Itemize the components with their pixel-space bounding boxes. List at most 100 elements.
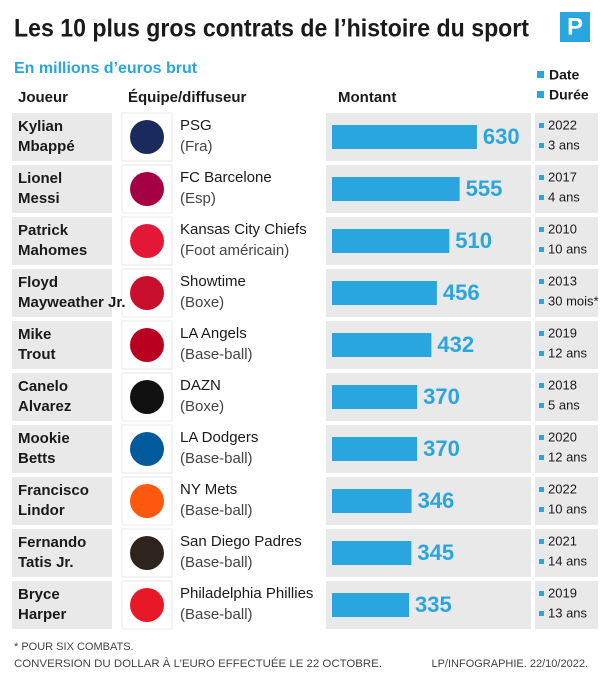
player-name: Patrick [18,222,69,239]
row-bg [12,269,112,317]
player-name: Francisco [18,482,89,499]
team-detail: (Boxe) [180,294,224,311]
duration-marker [539,195,544,200]
team-detail: (Base-ball) [180,346,253,363]
player-name: Bryce [18,586,60,603]
date-marker [539,383,544,388]
date: 2019 [548,585,577,600]
player-name: Messi [18,190,60,207]
date: 2017 [548,169,577,184]
team-logo [130,172,164,206]
legend-swatch [537,71,544,78]
credit: LP/INFOGRAPHIE. 22/10/2022. [431,658,588,670]
row-bg [12,321,112,369]
row-bg [12,217,112,265]
legend-label: Date [549,67,580,83]
team-detail: (Base-ball) [180,502,253,519]
duration-marker [539,559,544,564]
duration: 14 ans [548,553,588,568]
date-marker [539,279,544,284]
column-header: Montant [338,89,396,106]
duration-marker [539,247,544,252]
column-header: Équipe/diffuseur [128,89,247,106]
row-bg [535,269,598,317]
team-logo [130,328,164,362]
bar [332,541,412,565]
date: 2010 [548,221,577,236]
duration-marker [539,351,544,356]
value-label: 630 [483,124,520,149]
value-label: 335 [415,592,452,617]
row-bg [535,425,598,473]
team-name: LA Dodgers [180,429,258,446]
team-name: FC Barcelone [180,169,272,186]
duration-marker [539,611,544,616]
team-logo [130,536,164,570]
team-detail: (Base-ball) [180,606,253,623]
value-label: 370 [423,384,460,409]
footnote: * POUR SIX COMBATS. [14,641,134,653]
date-marker [539,435,544,440]
date: 2022 [548,481,577,496]
duration: 12 ans [548,345,588,360]
date-marker [539,539,544,544]
player-name: Betts [18,450,56,467]
player-name: Lindor [18,502,65,519]
bar [332,593,410,617]
duration: 5 ans [548,397,580,412]
row-bg [535,373,598,421]
bar [332,281,437,305]
player-name: Trout [18,346,56,363]
row-bg [535,165,598,213]
player-name: Alvarez [18,398,71,415]
logo-box [560,12,590,42]
bar [332,489,412,513]
date-marker [539,331,544,336]
duration-marker [539,143,544,148]
team-logo [130,120,164,154]
team-name: DAZN [180,377,221,394]
team-name: PSG [180,117,212,134]
footnote: CONVERSION DU DOLLAR À L’EURO EFFECTUÉE … [14,657,382,670]
subtitle: En millions d’euros brut [14,60,198,77]
player-name: Fernando [18,534,86,551]
team-name: Philadelphia Phillies [180,585,313,602]
date-marker [539,175,544,180]
row-bg [12,113,112,161]
bar [332,437,418,461]
date: 2022 [548,117,577,132]
date-marker [539,227,544,232]
player-name: Lionel [18,170,62,187]
player-name: Harper [18,606,67,623]
duration: 30 mois* [548,293,599,308]
legend-swatch [537,91,544,98]
row-bg [12,373,112,421]
team-logo [130,484,164,518]
team-detail: (Fra) [180,138,213,155]
team-detail: (Boxe) [180,398,224,415]
bar [332,125,477,149]
team-detail: (Esp) [180,190,216,207]
bar [332,333,432,357]
player-name: Mahomes [18,242,87,259]
team-name: San Diego Padres [180,533,302,550]
team-detail: (Base-ball) [180,450,253,467]
team-name: NY Mets [180,481,237,498]
team-detail: (Foot américain) [180,242,289,259]
player-name: Mike [18,326,51,343]
team-detail: (Base-ball) [180,554,253,571]
date-marker [539,487,544,492]
value-label: 555 [466,176,503,201]
value-label: 456 [443,280,480,305]
player-name: Mookie [18,430,70,447]
row-bg [535,581,598,629]
player-name: Floyd [18,274,58,291]
row-bg [12,165,112,213]
column-header: Joueur [18,89,68,106]
logo: P [567,13,583,40]
player-name: Canelo [18,378,68,395]
duration: 4 ans [548,189,580,204]
row-bg [535,477,598,525]
team-logo [130,224,164,258]
team-logo [130,588,164,622]
